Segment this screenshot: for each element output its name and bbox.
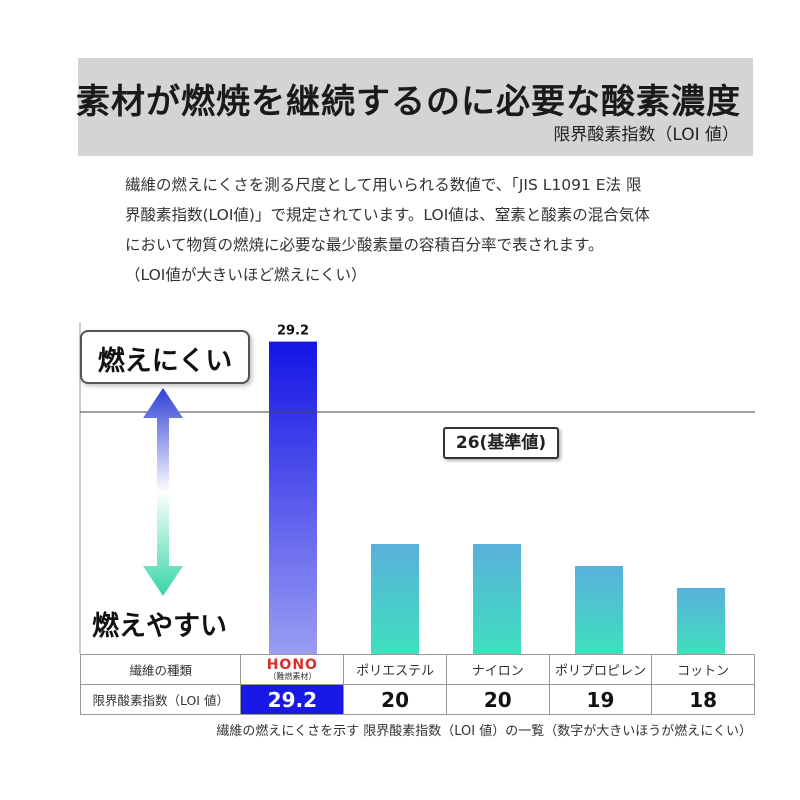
table-header-cell: 繊維の種類 [79, 654, 242, 685]
fiber-name-cell: コットン [651, 654, 755, 685]
description-line: において物質の燃焼に必要な最少酸素量の容積百分率で表されます。 [125, 236, 604, 254]
bar-value-label: 29.2 [277, 324, 309, 339]
loi-value-cell: 20 [445, 684, 550, 715]
table-row: 限界酸素指数（LOI 値） 29.2 20 20 19 18 [79, 684, 755, 715]
table-row: 繊維の種類 HONO （難燃素材） ポリエステル ナイロン ポリプロピレン コッ… [79, 654, 755, 685]
description: 繊維の燃えにくさを測る尺度として用いられる数値で、「JIS L1091 E法 限… [125, 170, 725, 290]
loi-value-cell: 19 [548, 684, 653, 715]
loi-table: 繊維の種類 HONO （難燃素材） ポリエステル ナイロン ポリプロピレン コッ… [79, 654, 755, 715]
hono-name-cell: HONO （難燃素材） [240, 654, 345, 685]
hono-sub-label: （難燃素材） [268, 671, 317, 681]
hono-logo: HONO [266, 656, 318, 673]
header-banner: 素材が燃焼を継続するのに必要な酸素濃度 限界酸素指数（LOI 値） [76, 58, 753, 156]
bar [473, 544, 521, 654]
double-arrow-icon [143, 388, 183, 596]
page-title: 素材が燃焼を継続するのに必要な酸素濃度 [76, 82, 741, 122]
bar [371, 544, 419, 654]
bar-hono [269, 341, 317, 654]
description-line: 繊維の燃えにくさを測る尺度として用いられる数値で、「JIS L1091 E法 限 [125, 176, 642, 194]
description-line: 界酸素指数(LOI値)」で規定されています。LOI値は、窒素と酸素の混合気体 [125, 206, 650, 224]
hard-to-burn-label: 燃えにくい [97, 346, 233, 377]
page-subtitle: 限界酸素指数（LOI 値） [553, 125, 739, 145]
description-line: （LOI値が大きいほど燃えにくい） [125, 266, 367, 284]
loi-value-cell: 20 [343, 684, 447, 715]
bar [575, 566, 623, 654]
hono-value-cell: 29.2 [240, 684, 345, 715]
easy-to-burn-label: 燃えやすい [92, 611, 227, 642]
fiber-name-cell: ポリプロピレン [548, 654, 653, 685]
reference-label-box: 26(基準値) [443, 427, 559, 459]
bar [677, 588, 725, 654]
hard-to-burn-box: 燃えにくい [80, 330, 250, 384]
table-caption: 繊維の燃えにくさを示す 限界酸素指数（LOI 値）の一覧（数字が大きいほうが燃え… [216, 724, 752, 739]
bars-group: 29.2 [269, 324, 725, 654]
fiber-name-cell: ナイロン [445, 654, 550, 685]
fiber-name-cell: ポリエステル [343, 654, 447, 685]
loi-value-cell: 18 [651, 684, 755, 715]
reference-label: 26(基準値) [455, 433, 547, 453]
table-header-cell: 限界酸素指数（LOI 値） [79, 684, 242, 715]
